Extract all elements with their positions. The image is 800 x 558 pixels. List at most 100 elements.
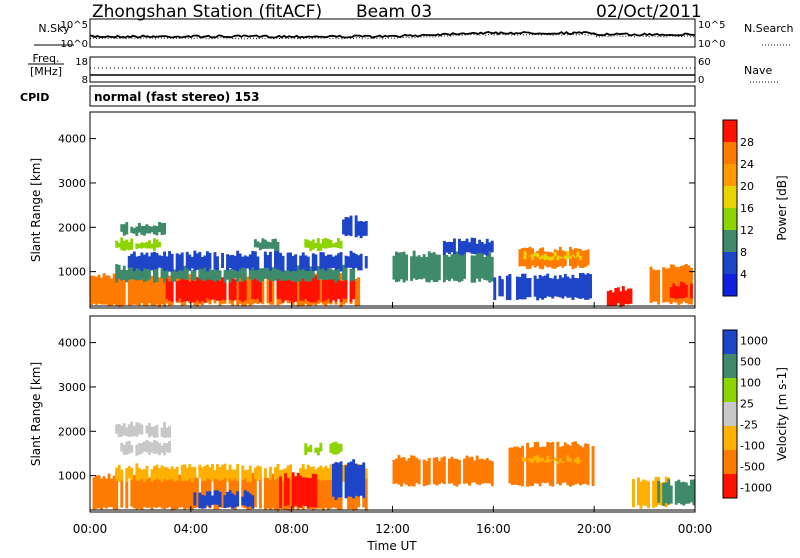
velocity-cell [458, 460, 461, 485]
power-cell [198, 275, 202, 303]
velocity-cell [395, 458, 398, 484]
power-cell [137, 222, 141, 233]
velocity-cell [211, 495, 214, 505]
date-label: 02/Oct/2011 [596, 2, 702, 22]
velocity-cell [591, 446, 595, 487]
power-cell [586, 249, 590, 266]
velocity-cell [183, 472, 187, 510]
power-cell [309, 266, 313, 282]
power-cell [662, 267, 666, 303]
velocity-cell [337, 462, 340, 498]
power-cell [203, 265, 207, 282]
power-cell [342, 281, 345, 299]
velocity-cell [299, 475, 303, 508]
power-cell [319, 252, 323, 270]
velocity-cell [251, 495, 255, 509]
velocity-cell [657, 480, 661, 503]
velocity-cell [243, 490, 247, 506]
velocity-cell [440, 457, 444, 483]
power-cell [558, 256, 562, 259]
power-cell [558, 275, 562, 298]
beam-label: Beam 03 [356, 2, 432, 22]
power-cell [180, 277, 184, 302]
velocity-cell [329, 443, 333, 453]
velocity-cell [153, 466, 156, 480]
power-cell [354, 215, 358, 238]
power-cell [198, 264, 202, 280]
power-cell [478, 252, 482, 282]
power-cell [453, 252, 456, 281]
power-cell [334, 277, 338, 302]
power-cell [286, 277, 290, 300]
velocity-cell [148, 477, 151, 508]
power-cell [337, 266, 340, 281]
velocity-cell [576, 456, 580, 464]
power-cell [263, 239, 267, 249]
cpid-value: normal (fast stereo) 153 [94, 90, 260, 104]
power-cell [289, 252, 292, 272]
velocity-cell [122, 423, 126, 436]
velocity-cell [269, 478, 272, 510]
velocity-cell [233, 495, 237, 508]
power-cell [523, 273, 527, 300]
velocity-cell [145, 465, 149, 480]
power-cell [483, 243, 487, 255]
power-cell [571, 249, 575, 270]
velocity-cell [563, 442, 567, 483]
power-cell [127, 256, 131, 268]
power-cell [455, 251, 459, 281]
power-cell [241, 264, 245, 282]
power-cell [458, 238, 461, 255]
power-cell [626, 288, 630, 305]
velocity-cell [659, 482, 663, 506]
power-cell [324, 238, 328, 249]
power-cell [652, 269, 655, 302]
power-cell [584, 250, 587, 267]
velocity-cell [130, 477, 134, 507]
velocity-cell [115, 472, 119, 511]
velocity-cell [115, 467, 119, 482]
power-cell [319, 277, 323, 303]
power-cell [553, 251, 557, 257]
velocity-cell [122, 444, 126, 455]
power-cell [347, 256, 350, 268]
velocity-cell [551, 442, 555, 487]
power-cell [463, 252, 466, 279]
velocity-cell [518, 447, 522, 486]
velocity-cell [127, 424, 131, 437]
power-cell [561, 250, 565, 268]
power-cell [493, 277, 497, 300]
velocity-cell [508, 447, 512, 484]
power-cell [122, 224, 126, 236]
power-cell [168, 281, 171, 301]
power-cell [571, 254, 575, 257]
power-cell [669, 287, 673, 298]
velocity-cell [200, 467, 204, 482]
power-cell [90, 275, 93, 306]
power-cell [165, 256, 169, 271]
noise-left-tick: 10^0 [61, 39, 88, 50]
velocity-cell [669, 485, 673, 504]
power-cell [357, 277, 361, 306]
velocity-cell [291, 472, 295, 508]
power-cell [334, 242, 338, 248]
power-cell [142, 273, 146, 306]
velocity-cell [364, 468, 368, 479]
power-cell [125, 270, 129, 283]
power-cell [216, 268, 219, 281]
power-cell [402, 251, 406, 283]
velocity-cell [145, 474, 149, 508]
power-cell [523, 251, 527, 260]
power-cell [281, 267, 285, 281]
velocity-cell [193, 476, 197, 508]
power-cell [140, 274, 144, 304]
power-cell [354, 278, 358, 306]
power-cell [561, 277, 565, 299]
power-cell [142, 242, 146, 248]
velocity-cell [478, 459, 482, 486]
power-cell [329, 254, 333, 269]
power-cell [102, 273, 106, 305]
power-cell [213, 252, 217, 270]
power-cell [175, 253, 179, 272]
power-cell [490, 240, 494, 253]
